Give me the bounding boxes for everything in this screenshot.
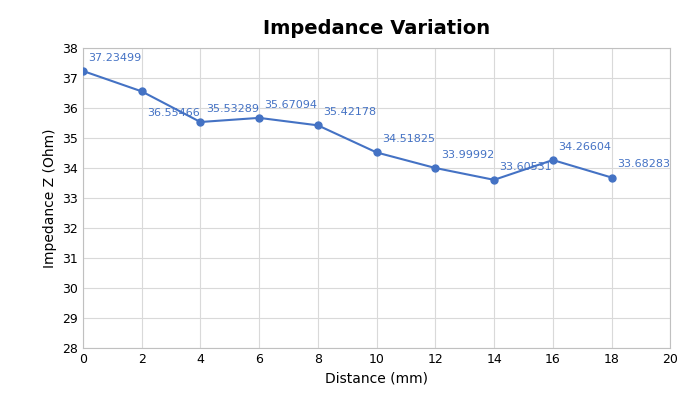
Text: 37.23499: 37.23499: [88, 53, 142, 63]
Text: 35.53289: 35.53289: [206, 104, 259, 114]
Text: 34.26604: 34.26604: [558, 142, 612, 152]
Text: 33.99992: 33.99992: [441, 150, 494, 160]
Text: 33.68283: 33.68283: [617, 159, 670, 169]
X-axis label: Distance (mm): Distance (mm): [325, 372, 428, 386]
Text: 33.60531: 33.60531: [500, 162, 552, 172]
Text: 35.67094: 35.67094: [265, 100, 318, 110]
Title: Impedance Variation: Impedance Variation: [263, 19, 490, 38]
Text: 36.55466: 36.55466: [147, 108, 200, 118]
Y-axis label: Impedance Z (Ohm): Impedance Z (Ohm): [43, 128, 57, 268]
Text: 34.51825: 34.51825: [382, 134, 435, 144]
Text: 35.42178: 35.42178: [323, 107, 377, 117]
